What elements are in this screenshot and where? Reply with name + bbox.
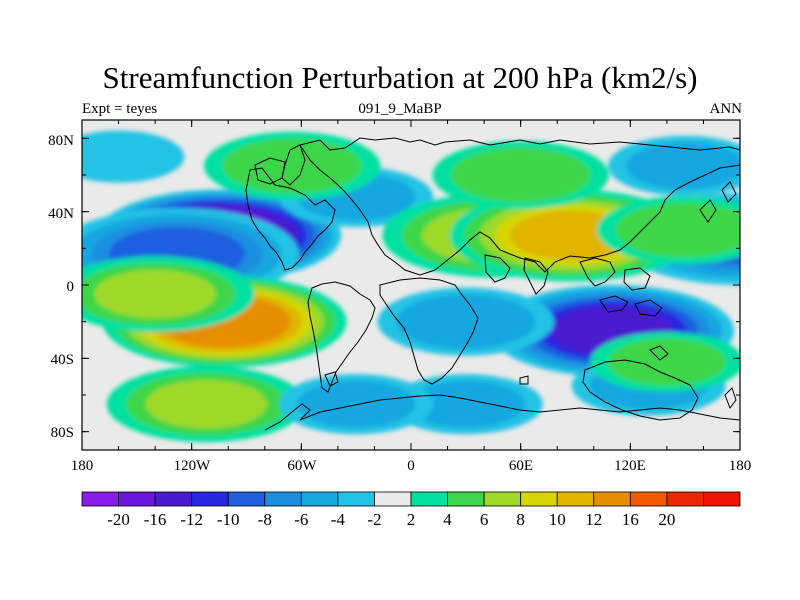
colorbar-swatch: [154, 491, 193, 507]
colorbar-swatch: [483, 491, 522, 507]
contour-region-19-1: [607, 338, 726, 386]
colorbar-swatch: [703, 491, 741, 507]
colorbar-label: 12: [585, 510, 603, 529]
colorbar-swatch: [556, 491, 595, 507]
colorbar-label: -4: [330, 510, 345, 529]
contour-region-4-1: [626, 142, 740, 190]
plot-title: Streamfunction Perturbation at 200 hPa (…: [102, 60, 698, 95]
colorbar-swatch: [118, 491, 156, 507]
colorbar-swatch: [300, 491, 339, 507]
colorbar-label: 20: [658, 510, 676, 529]
colorbar-label: 4: [443, 510, 452, 529]
case-label: 091_9_MaBP: [358, 101, 442, 117]
colorbar-label: -10: [216, 510, 240, 529]
contour-region-7-2: [94, 269, 217, 319]
colorbar-label: -16: [143, 510, 167, 529]
coastlines: [245, 137, 740, 431]
colorbar-swatch: [191, 491, 229, 507]
colorbar-swatch: [666, 491, 704, 507]
contour-region-9-1: [222, 138, 362, 194]
colorbar-swatch: [520, 491, 558, 507]
lon-label-60w: 60W: [287, 458, 317, 474]
lon-label-180e: 180: [728, 458, 752, 474]
colorbar-label: 8: [516, 510, 525, 529]
colorbar-swatch: [629, 491, 668, 507]
colorbar-label: 2: [406, 510, 416, 529]
colorbar-swatch: [593, 491, 631, 507]
lon-label-60e: 60E: [508, 458, 534, 474]
colorbar-label: -6: [294, 510, 309, 529]
axis-ticks: [81, 120, 741, 450]
contour-region-17-1: [297, 380, 416, 428]
colorbar-swatch: [227, 491, 266, 507]
experiment-label: Expt = teyes: [82, 101, 158, 117]
colorbar-swatch: [81, 491, 119, 507]
colorbar-label: -2: [367, 510, 382, 529]
colorbar-swatch: [410, 491, 448, 507]
contour-region-16-1: [406, 380, 525, 428]
colorbar-swatch: [337, 491, 375, 507]
contour-region-8-2: [145, 379, 268, 429]
lon-label-0: 0: [407, 458, 415, 474]
colorbar-label: -8: [257, 510, 272, 529]
colorbar-label: 16: [621, 510, 639, 529]
lon-label-120e: 120E: [614, 458, 646, 474]
lat-label-80s: 80S: [50, 425, 74, 441]
colorbar-swatch: [264, 491, 302, 507]
colorbar-label: 10: [548, 510, 566, 529]
contour-region-3-0: [82, 130, 185, 183]
colorbar: [81, 491, 741, 507]
colorbar-label: -12: [180, 510, 203, 529]
contour-region-15-1: [396, 294, 536, 349]
contour-region-13-1: [451, 147, 591, 203]
season-label: ANN: [709, 101, 743, 117]
lon-label-180w: 180: [70, 458, 94, 474]
lat-label-0: 0: [66, 279, 75, 295]
colorbar-swatch: [374, 491, 412, 507]
contour-region-12-1: [615, 202, 740, 258]
colorbar-label: 6: [479, 510, 489, 529]
lon-label-120w: 120W: [173, 458, 211, 474]
colorbar-label: -20: [107, 510, 130, 529]
colorbar-swatch: [447, 491, 485, 507]
lat-label-40n: 40N: [48, 206, 74, 222]
lat-label-80n: 80N: [48, 133, 74, 149]
lat-label-40s: 40S: [50, 352, 74, 368]
